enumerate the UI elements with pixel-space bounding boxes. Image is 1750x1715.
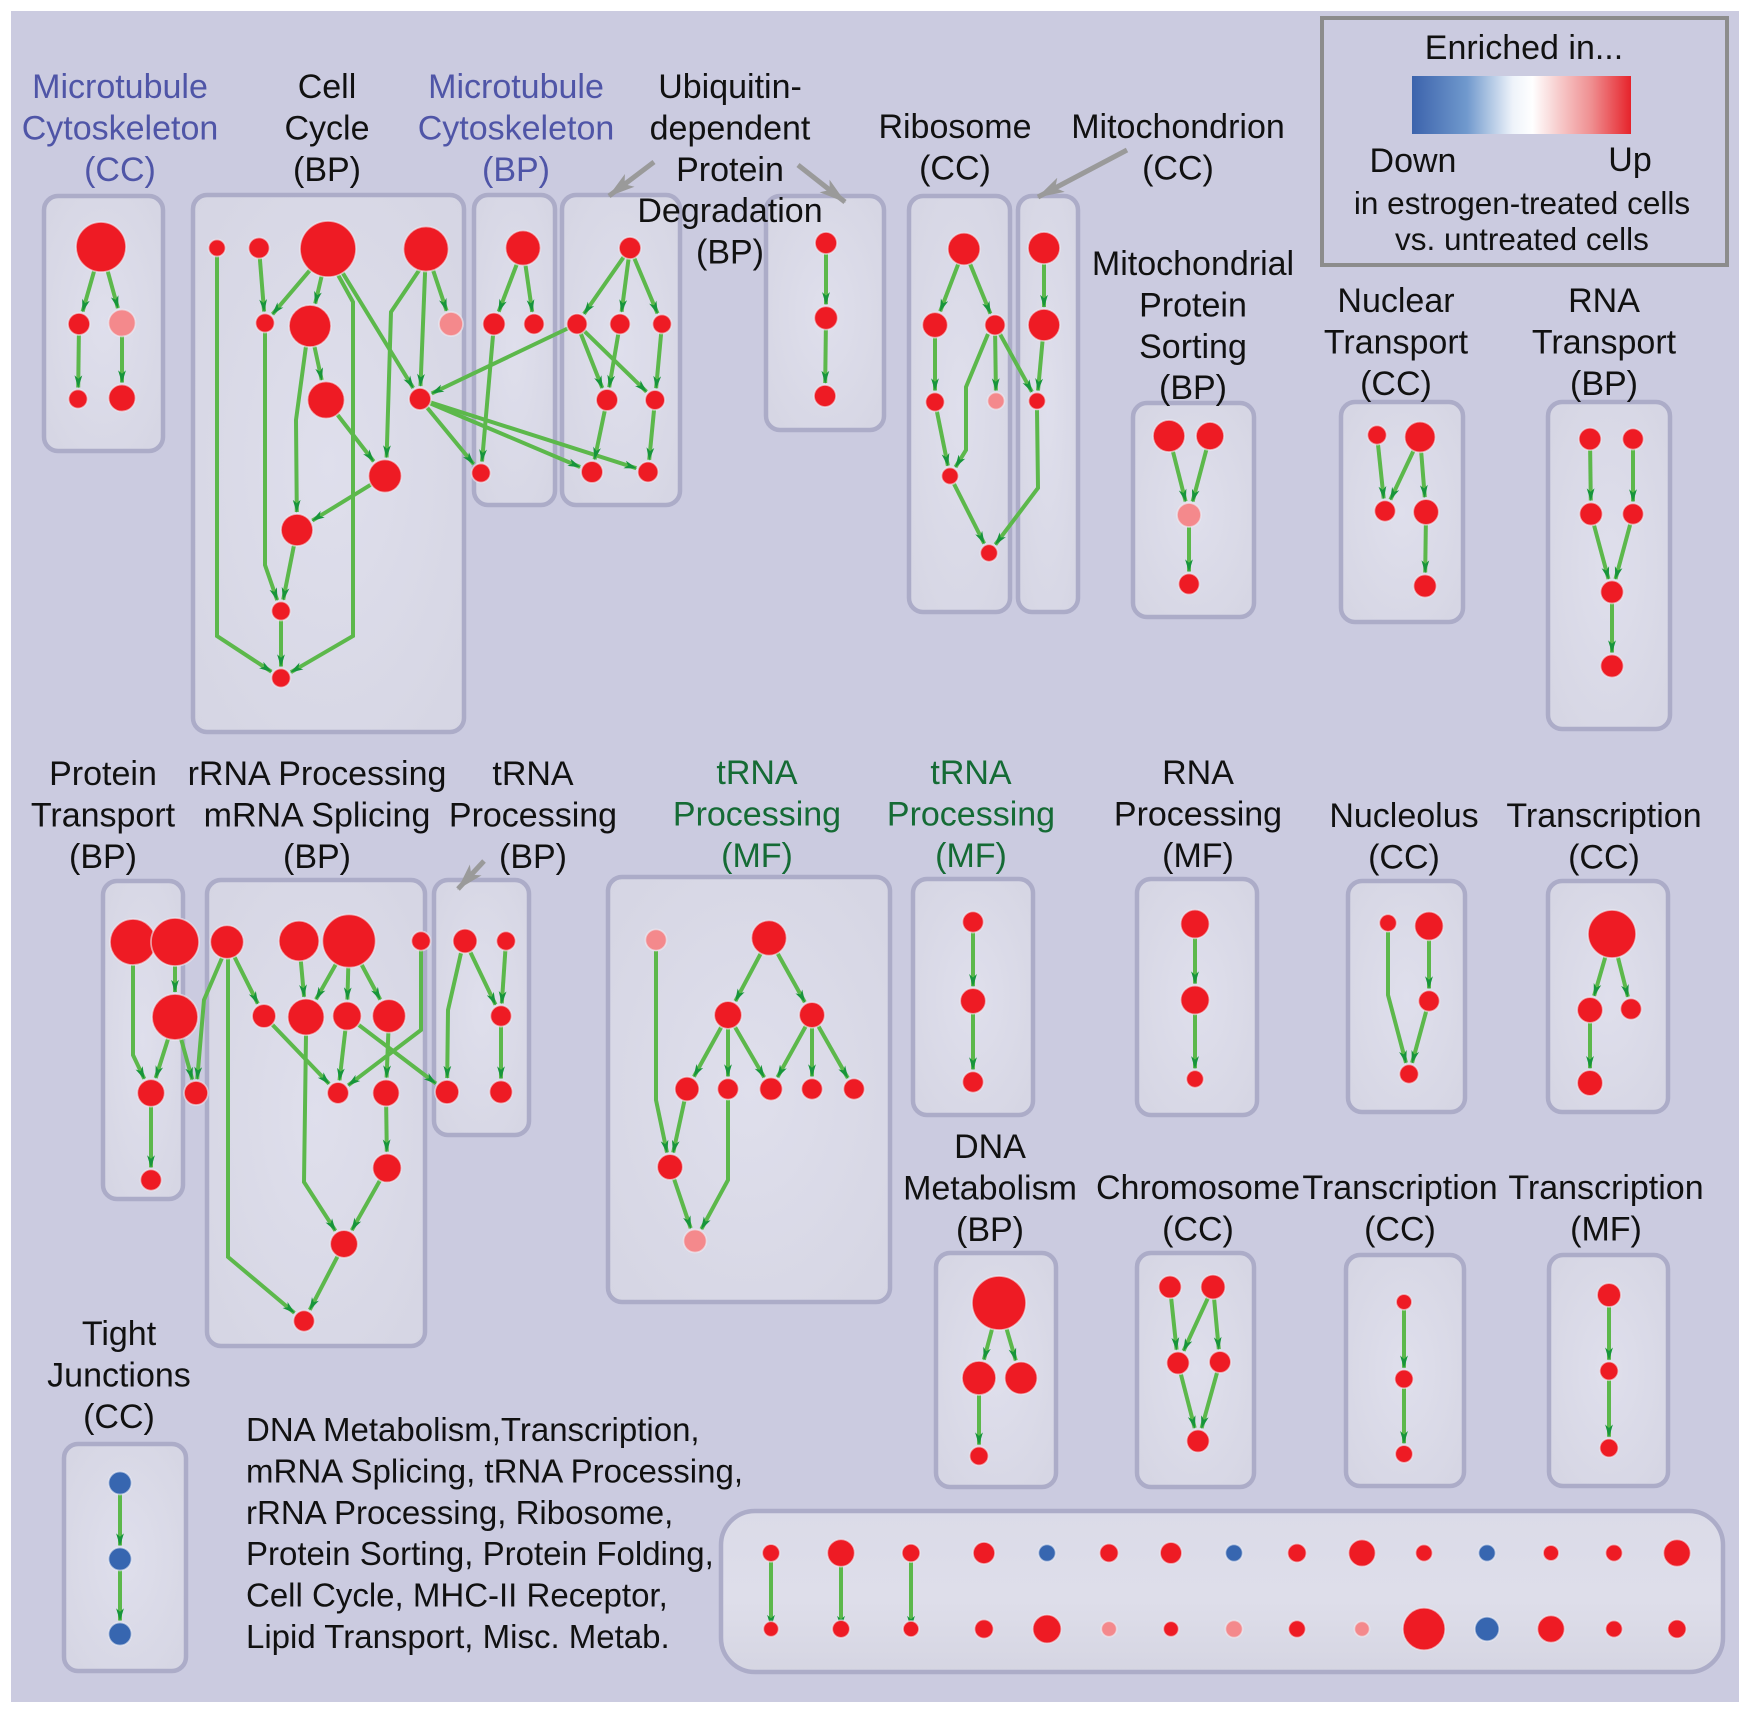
svg-text:Ribosome(CC): Ribosome (CC) [878, 108, 1031, 187]
svg-text:DNA Metabolism,Transcription,m: DNA Metabolism,Transcription, mRNA Splici… [246, 1411, 743, 1655]
svg-text:Mitochondrion(CC): Mitochondrion (CC) [1071, 108, 1285, 187]
svg-text:Transcription(CC): Transcription (CC) [1302, 1169, 1497, 1248]
svg-text:Transcription(MF): Transcription (MF) [1508, 1169, 1703, 1248]
svg-text:Transcription(CC): Transcription (CC) [1506, 797, 1701, 876]
svg-text:in estrogen-treated cells: in estrogen-treated cells [1354, 185, 1690, 221]
svg-text:Up: Up [1608, 141, 1651, 179]
svg-text:Down: Down [1370, 142, 1457, 180]
svg-text:Enriched in...: Enriched in... [1425, 29, 1623, 67]
svg-text:Chromosome(CC): Chromosome (CC) [1096, 1169, 1300, 1248]
svg-text:vs. untreated cells: vs. untreated cells [1395, 221, 1649, 257]
svg-text:Nucleolus(CC): Nucleolus (CC) [1329, 797, 1478, 876]
